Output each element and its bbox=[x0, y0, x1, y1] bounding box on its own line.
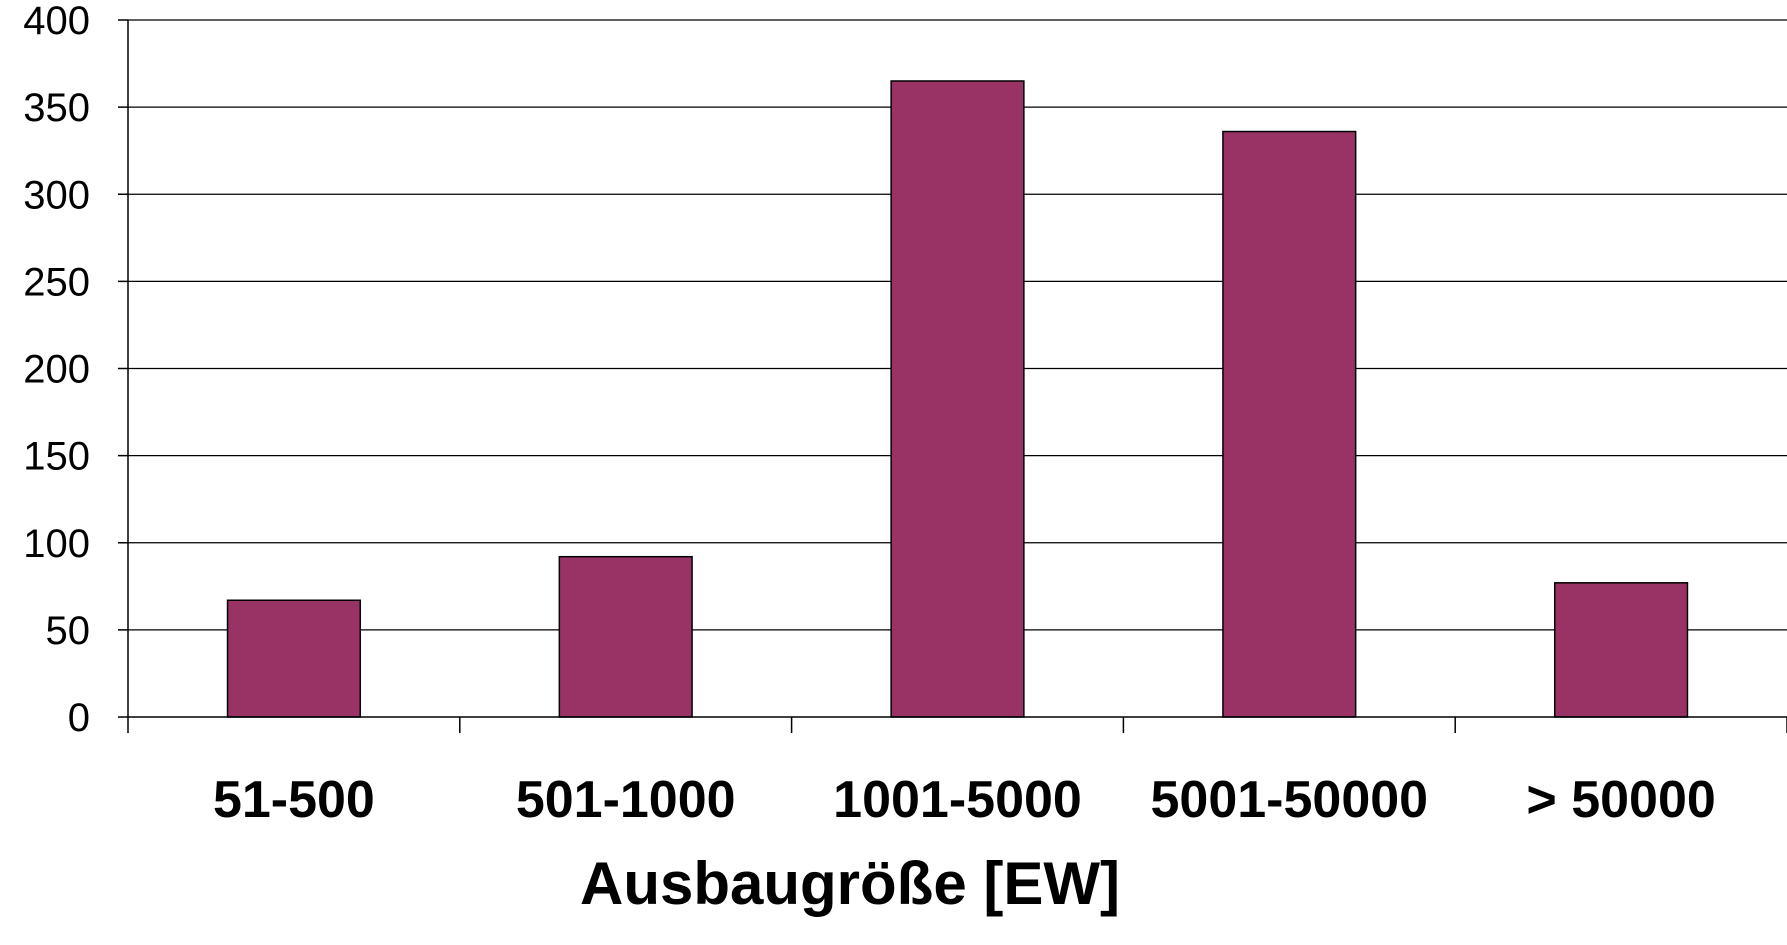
bar bbox=[558, 555, 693, 718]
bar bbox=[226, 599, 362, 718]
bar bbox=[1222, 130, 1357, 718]
y-tick-label: 150 bbox=[23, 435, 90, 479]
bars bbox=[226, 80, 1689, 718]
x-axis-ticks: 51-500 501-1000 1001-5000 5001-50000 > 50000 bbox=[213, 771, 1716, 829]
y-tick-label: 250 bbox=[23, 260, 90, 304]
x-tick-label: 1001-5000 bbox=[833, 771, 1082, 829]
x-tick-label: 5001-50000 bbox=[1150, 771, 1428, 829]
x-axis-title: Ausbaugröße [EW] bbox=[580, 850, 1120, 917]
x-tick-label: > 50000 bbox=[1526, 771, 1715, 829]
y-tick-label: 50 bbox=[46, 609, 91, 653]
y-tick-label: 200 bbox=[23, 348, 90, 392]
y-tick-label: 400 bbox=[23, 0, 90, 43]
y-tick-label: 300 bbox=[23, 173, 90, 217]
x-tick-label: 501-1000 bbox=[516, 771, 736, 829]
bar bbox=[890, 80, 1025, 718]
y-tick-label: 100 bbox=[23, 522, 90, 566]
y-tick-label: 0 bbox=[68, 696, 90, 740]
x-axis-tick-marks bbox=[127, 717, 1787, 733]
y-tick-label: 350 bbox=[23, 86, 90, 130]
y-axis-ticks: 0 50 100 150 200 250 300 350 400 bbox=[23, 0, 128, 740]
x-tick-label: 51-500 bbox=[213, 771, 375, 829]
bar bbox=[1553, 582, 1689, 718]
